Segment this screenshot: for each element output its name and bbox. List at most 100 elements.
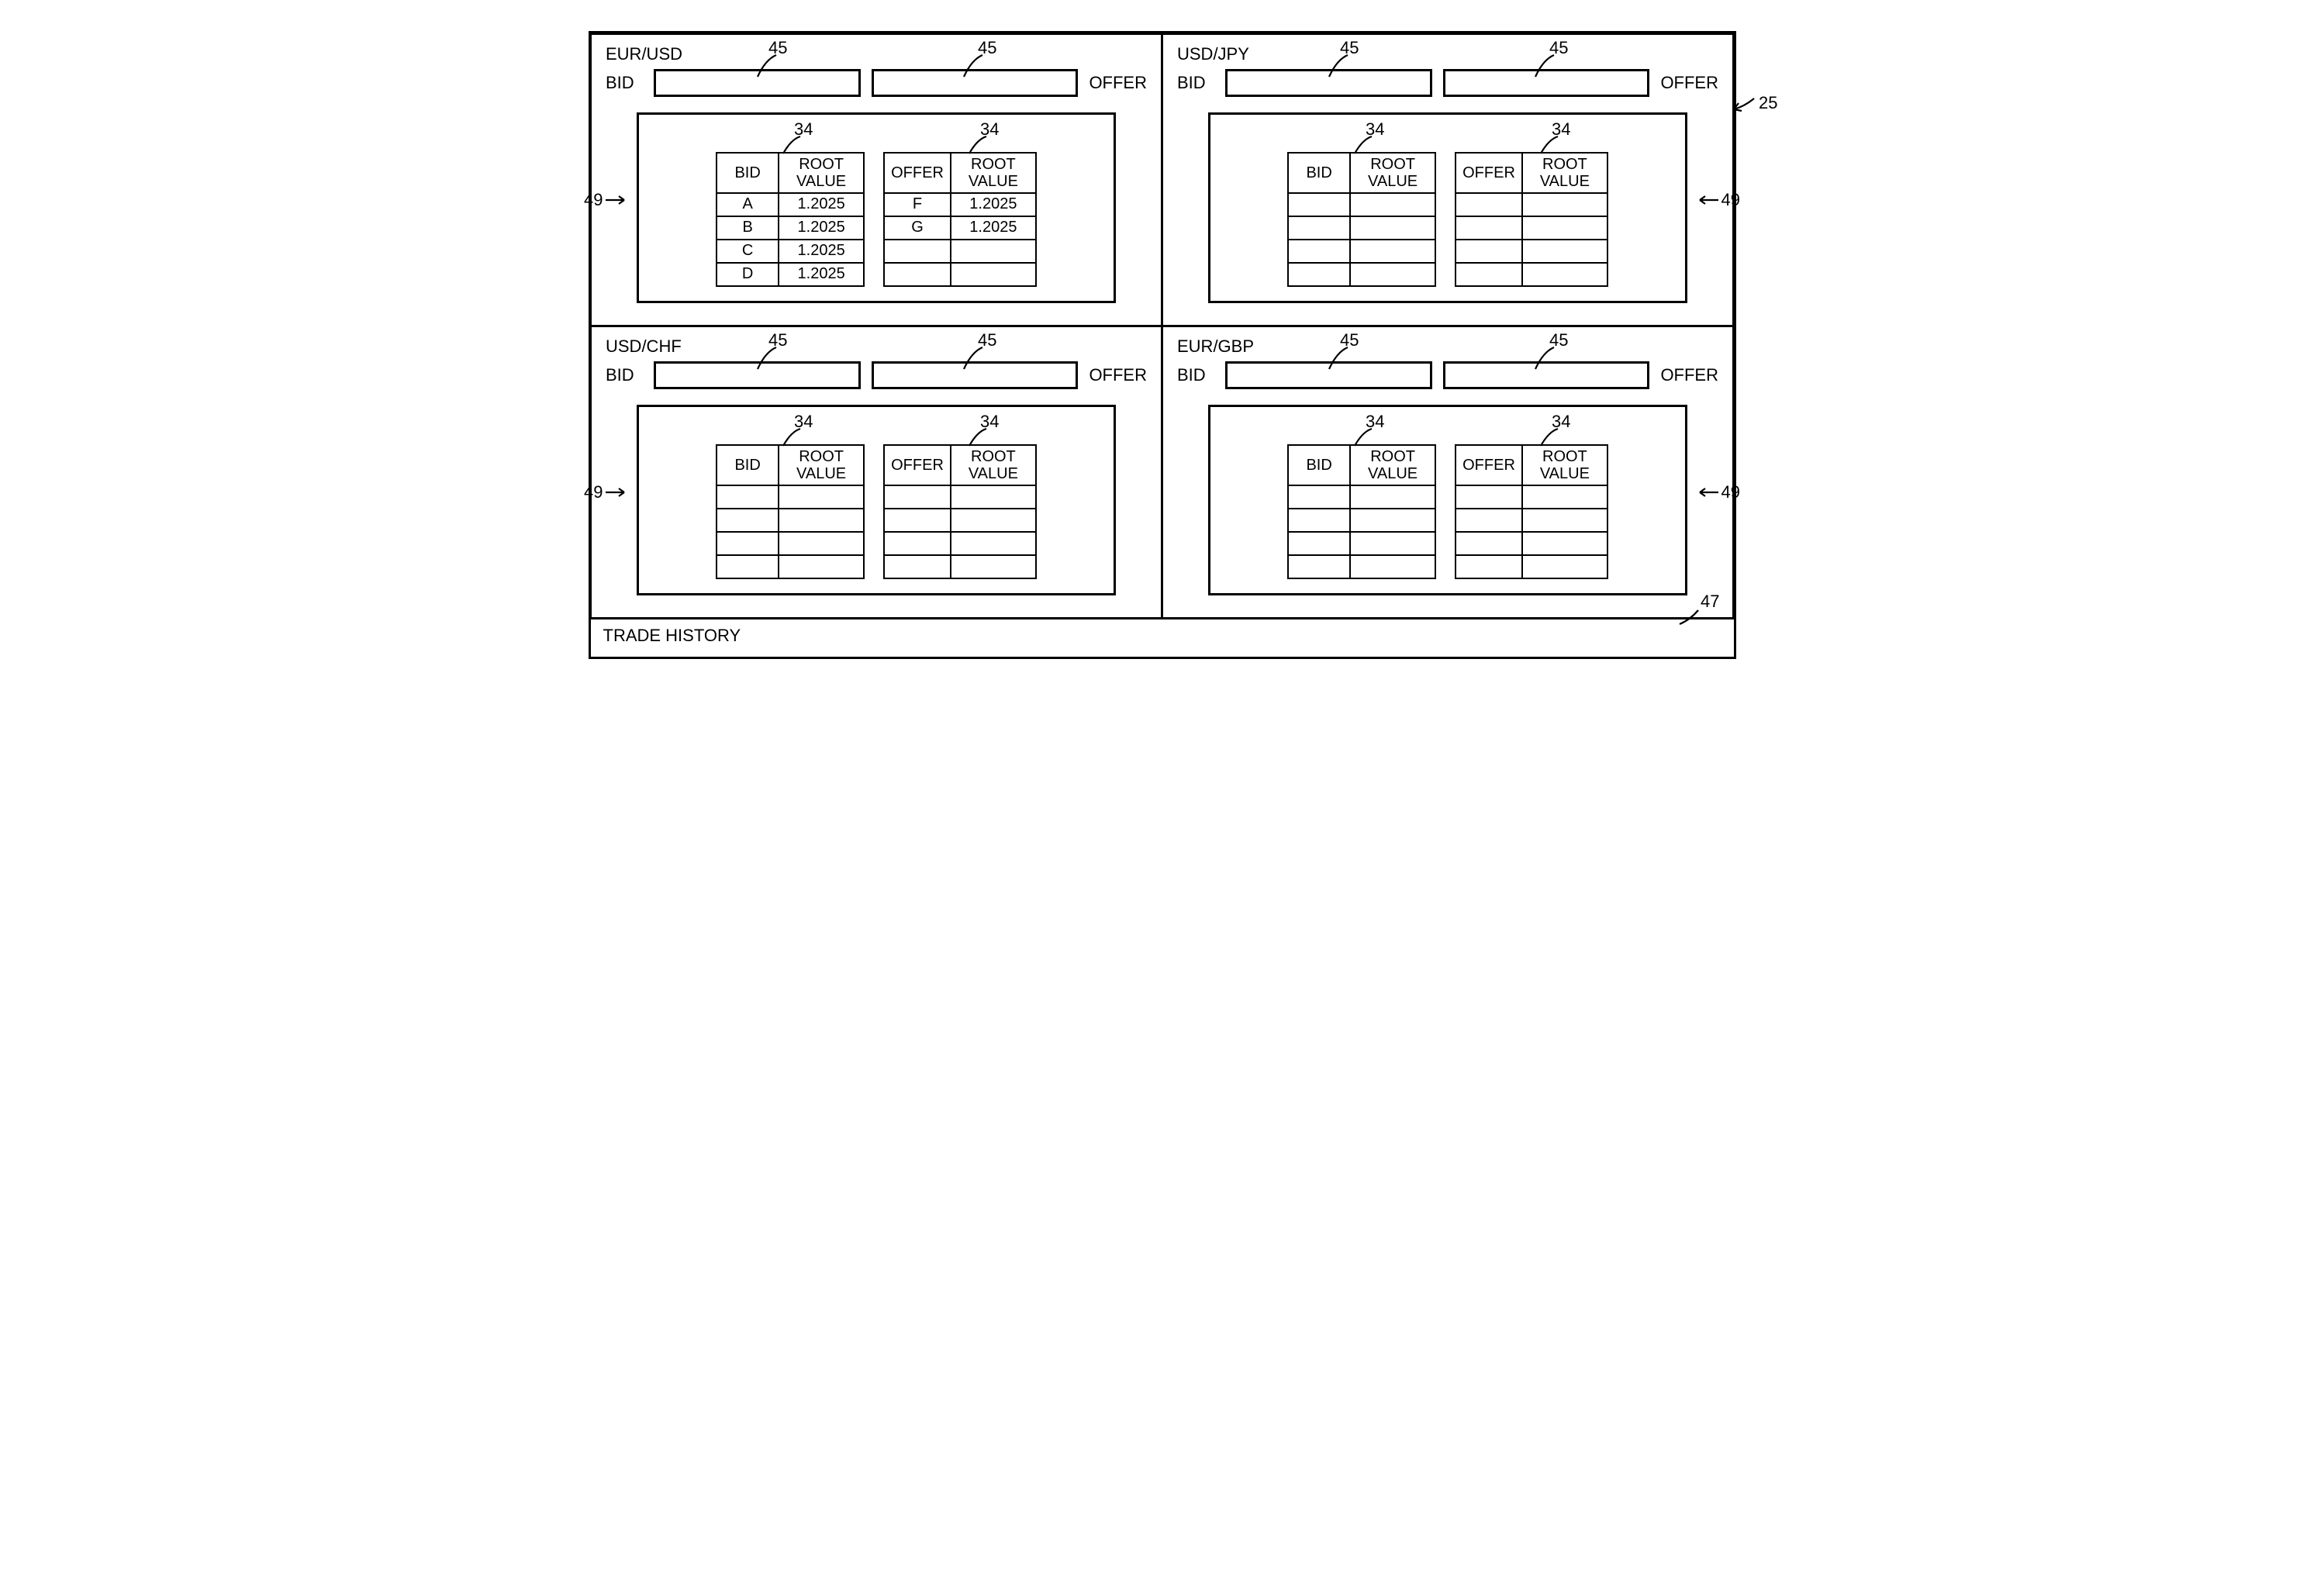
ref-49-callout: 49 <box>1697 482 1740 502</box>
pair-label: EUR/USD <box>606 44 683 64</box>
table-cell <box>1456 263 1522 286</box>
table-row: A1.2025 <box>717 193 864 216</box>
column-header: ROOTVALUE <box>951 153 1036 193</box>
column-header: ROOTVALUE <box>1522 445 1607 485</box>
table-cell: C <box>717 240 779 263</box>
ref-49-callout: 49 <box>584 190 627 210</box>
table-cell <box>1522 485 1607 509</box>
table-cell <box>1350 509 1435 532</box>
offer-label: OFFER <box>1089 73 1147 93</box>
table-cell: 1.2025 <box>951 216 1036 240</box>
pair-label: USD/CHF <box>606 336 683 357</box>
table-row <box>1456 216 1607 240</box>
table-cell: 1.2025 <box>779 216 864 240</box>
offer-table: OFFERROOTVALUE <box>883 444 1037 579</box>
column-header: BID <box>1288 153 1350 193</box>
column-header: ROOTVALUE <box>1350 445 1435 485</box>
table-cell <box>779 532 864 555</box>
table-cell: 1.2025 <box>779 263 864 286</box>
ref-45-leader-right <box>959 346 993 375</box>
table-cell <box>1456 485 1522 509</box>
table-cell <box>1350 485 1435 509</box>
column-header: OFFER <box>884 153 951 193</box>
quadrant-eur-usd: EUR/USD4545BIDOFFER3434BIDROOTVALUEA1.20… <box>589 33 1163 327</box>
top-row: USD/JPY4545 <box>1177 44 1718 64</box>
table-cell <box>1522 263 1607 286</box>
table-row <box>1456 509 1607 532</box>
top-row: EUR/GBP4545 <box>1177 336 1718 357</box>
order-panel: 3434BIDROOTVALUEA1.2025B1.2025C1.2025D1.… <box>637 112 1116 303</box>
table-cell <box>1288 240 1350 263</box>
offer-table: OFFERROOTVALUE <box>1455 152 1608 287</box>
table-cell: D <box>717 263 779 286</box>
table-row: F1.2025 <box>884 193 1036 216</box>
table-cell <box>1288 555 1350 578</box>
table-cell <box>951 509 1036 532</box>
table-row <box>1456 485 1607 509</box>
bid-label: BID <box>1177 365 1214 385</box>
ref-49-text: 49 <box>584 482 603 502</box>
table-row: G1.2025 <box>884 216 1036 240</box>
diagram-page: 25 EUR/USD4545BIDOFFER3434BIDROOTVALUEA1… <box>589 31 1736 659</box>
ref-34-leader-right <box>963 135 994 158</box>
column-header: OFFER <box>884 445 951 485</box>
table-row <box>717 509 864 532</box>
table-cell: A <box>717 193 779 216</box>
table-cell <box>779 485 864 509</box>
quadrant-usd-jpy: USD/JPY4545BIDOFFER3434BIDROOTVALUEOFFER… <box>1161 33 1735 327</box>
table-cell <box>1350 263 1435 286</box>
table-cell: 1.2025 <box>951 193 1036 216</box>
trade-history-label: TRADE HISTORY <box>603 626 741 645</box>
column-header: BID <box>1288 445 1350 485</box>
offer-label: OFFER <box>1089 365 1147 385</box>
ref-49-text: 49 <box>1721 482 1740 502</box>
bid-table: BIDROOTVALUEA1.2025B1.2025C1.2025D1.2025 <box>716 152 865 287</box>
bid-label: BID <box>1177 73 1214 93</box>
ref-45-leader-right <box>1531 346 1565 375</box>
order-panel: 3434BIDROOTVALUEOFFERROOTVALUE <box>1208 405 1687 595</box>
table-cell <box>1288 485 1350 509</box>
table-cell <box>884 485 951 509</box>
ref-45-leader-left <box>753 346 787 375</box>
table-row <box>1288 509 1435 532</box>
ref-34-leader-left <box>1348 135 1380 158</box>
table-cell <box>951 263 1036 286</box>
pair-label: USD/JPY <box>1177 44 1255 64</box>
table-row <box>717 485 864 509</box>
ref-45-leader-left <box>1324 346 1359 375</box>
table-cell <box>1288 193 1350 216</box>
table-cell <box>1456 532 1522 555</box>
table-cell <box>1522 532 1607 555</box>
table-cell <box>717 485 779 509</box>
column-header: ROOTVALUE <box>779 445 864 485</box>
ref-49-text: 49 <box>584 190 603 210</box>
column-header: BID <box>717 153 779 193</box>
ref-34-leader-left <box>1348 427 1380 450</box>
column-header: OFFER <box>1456 445 1522 485</box>
bid-label: BID <box>606 73 643 93</box>
offer-table: OFFERROOTVALUEF1.2025G1.2025 <box>883 152 1037 287</box>
table-cell: G <box>884 216 951 240</box>
bid-table: BIDROOTVALUE <box>1287 152 1436 287</box>
table-cell <box>951 240 1036 263</box>
table-cell <box>1456 509 1522 532</box>
table-cell <box>951 532 1036 555</box>
table-cell <box>717 509 779 532</box>
ref-45-leader-left <box>753 53 787 83</box>
ref-34-leader-left <box>777 427 808 450</box>
column-header: ROOTVALUE <box>1522 153 1607 193</box>
ref-34-leader-right <box>1535 427 1566 450</box>
table-cell <box>884 240 951 263</box>
column-header: ROOTVALUE <box>779 153 864 193</box>
ref-45-leader-right <box>959 53 993 83</box>
table-cell <box>884 555 951 578</box>
table-cell <box>1522 216 1607 240</box>
outer-box: EUR/USD4545BIDOFFER3434BIDROOTVALUEA1.20… <box>589 31 1736 659</box>
table-cell <box>1350 193 1435 216</box>
ref-47-text: 47 <box>1701 592 1719 612</box>
table-cell <box>717 555 779 578</box>
table-cell <box>1288 216 1350 240</box>
table-row <box>717 555 864 578</box>
table-row: D1.2025 <box>717 263 864 286</box>
order-panel: 3434BIDROOTVALUEOFFERROOTVALUE <box>1208 112 1687 303</box>
